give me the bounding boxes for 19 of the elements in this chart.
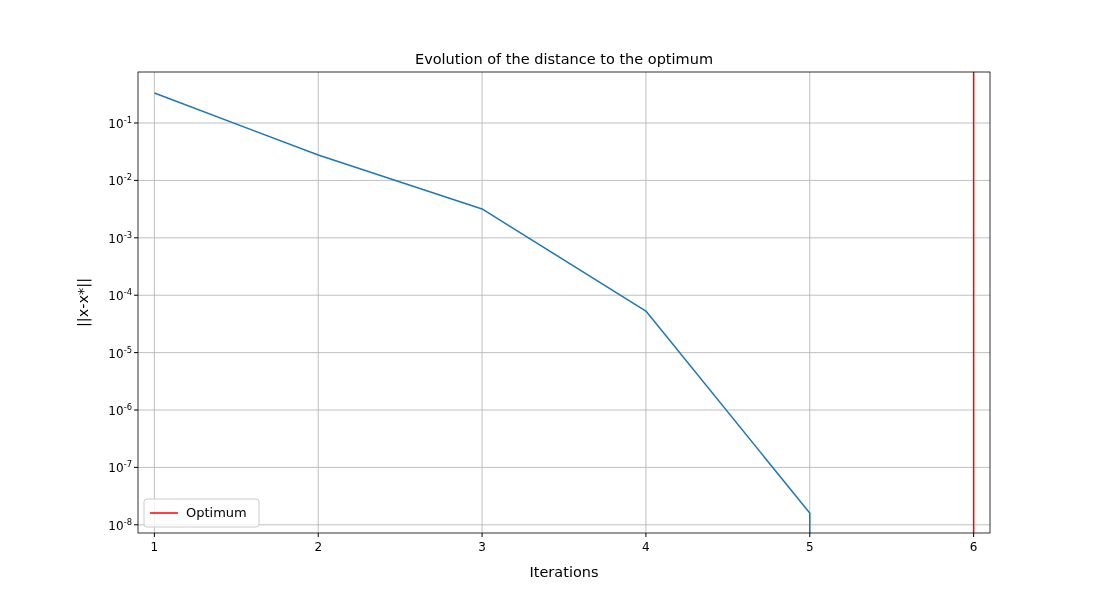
x-tick-label: 2 [314,540,323,554]
y-tick-label: 10$^{-6}$ [108,402,132,419]
y-tick-label: 10$^{-4}$ [108,287,132,304]
y-tick-label: 10$^{-1}$ [108,115,132,132]
legend-label: Optimum [186,505,247,520]
y-tick-label: 10$^{-3}$ [108,229,132,246]
x-axis-title: Iterations [529,564,599,580]
x-tick-label: 5 [805,540,814,554]
x-tick-label: 4 [642,540,650,554]
y-tick-label: 10$^{-2}$ [108,172,132,189]
y-axis-title: ||x-x*|| [75,277,92,328]
x-tick-label: 3 [478,540,486,554]
line-series [153,92,811,534]
x-tick-label: 1 [150,540,159,554]
y-tick-label: 10$^{-8}$ [108,516,132,533]
y-tick-label: 10$^{-5}$ [108,344,132,361]
x-tick-label: 6 [969,540,978,554]
chart-title: Evolution of the distance to the optimum [414,51,714,67]
y-tick-label: 10$^{-7}$ [108,459,132,476]
